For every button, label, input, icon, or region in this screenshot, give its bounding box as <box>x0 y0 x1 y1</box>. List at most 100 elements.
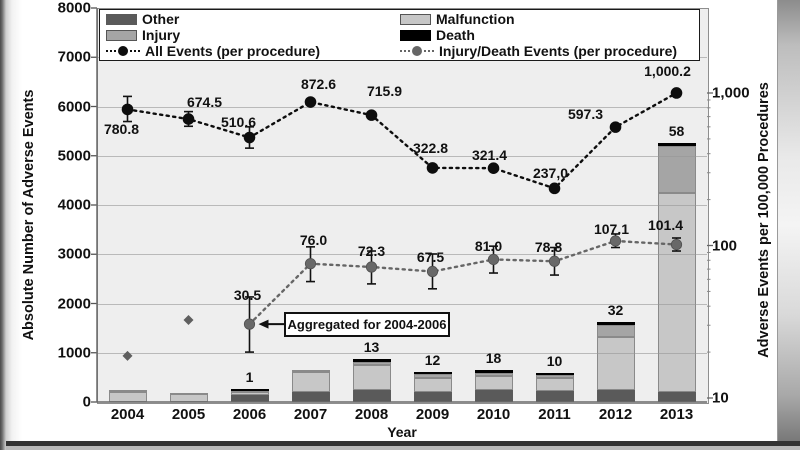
point-label: 715.9 <box>366 83 403 100</box>
bar-segment-malfunction <box>413 378 452 392</box>
page-edge-bottom <box>6 441 800 446</box>
bar-segment-other <box>352 389 391 402</box>
point-label: 67.5 <box>416 248 445 265</box>
other-swatch <box>106 13 137 25</box>
x-axis-tick-label: 2005 <box>171 406 206 423</box>
point-label: 76.0 <box>299 231 328 248</box>
death-count-label: 10 <box>546 352 563 369</box>
legend-entry-death: Death <box>400 27 699 43</box>
death-count-label: 1 <box>245 368 254 385</box>
malfunction-swatch <box>400 13 431 25</box>
legend-entry-injury: Injury <box>106 27 400 43</box>
injury-swatch <box>106 29 137 41</box>
death-count-label: 12 <box>424 351 441 368</box>
bar-segment-malfunction <box>474 375 513 390</box>
left-axis-tick-label: 8000 <box>57 0 91 17</box>
legend-label-malfunction: Malfunction <box>436 11 515 27</box>
left-axis-tick-label: 6000 <box>57 98 91 115</box>
x-axis-tick-label: 2013 <box>659 406 694 423</box>
bar-segment-death <box>596 322 635 325</box>
bar-segment-death <box>413 371 452 375</box>
point-label: 72.3 <box>357 242 386 259</box>
point-label: 78.8 <box>534 239 563 256</box>
left-axis-tick-label: 4000 <box>57 196 91 214</box>
bar-segment-malfunction <box>596 336 635 390</box>
x-axis-tick-label: 2011 <box>538 406 571 423</box>
grid-line <box>98 254 707 256</box>
legend-entry-other: Other <box>106 11 400 27</box>
point-label: 101.4 <box>647 216 684 233</box>
bar-segment-other <box>474 389 513 402</box>
bar-segment-injury <box>657 145 696 193</box>
point-label: 780.8 <box>103 121 140 138</box>
right-axis-tick-label: 100 <box>712 237 738 254</box>
page-edge-right <box>777 0 800 450</box>
left-axis-tick-label: 5000 <box>57 147 91 165</box>
point-label: 674.5 <box>186 94 223 111</box>
death-count-label: 32 <box>607 302 624 319</box>
bar-segment-injury <box>108 389 147 392</box>
point-label: 1,000.2 <box>644 62 691 79</box>
grid-line <box>98 352 707 354</box>
bar-segment-injury <box>596 324 635 337</box>
all-events-line-icon <box>106 46 140 56</box>
bar-segment-malfunction <box>291 371 330 392</box>
legend-entry-all-events-line: All Events (per procedure) <box>106 43 400 59</box>
left-axis-title: Absolute Number of Adverse Events <box>21 89 37 341</box>
legend-entry-malfunction: Malfunction <box>400 11 699 27</box>
death-count-label: 13 <box>363 339 380 356</box>
point-label: 322.8 <box>412 139 449 156</box>
right-axis-title: Adverse Events per 100,000 Procedures <box>756 82 772 358</box>
death-swatch <box>400 29 431 41</box>
bar-segment-malfunction <box>352 364 391 390</box>
grid-line <box>98 155 707 157</box>
legend: Other Malfunction Injury Death All Event… <box>99 9 700 61</box>
left-axis-tick-label: 7000 <box>57 48 91 66</box>
x-axis-tick-label: 2006 <box>232 406 267 423</box>
legend-entry-injury-death-line: Injury/Death Events (per procedure) <box>400 43 699 59</box>
bar-segment-other <box>413 392 452 402</box>
bar-segment-injury <box>291 369 330 372</box>
legend-label-other: Other <box>142 11 180 27</box>
legend-label-all-events: All Events (per procedure) <box>145 43 321 59</box>
point-label: 872.6 <box>300 76 337 93</box>
legend-label-injury: Injury <box>142 27 181 43</box>
left-axis-tick-label: 0 <box>82 393 91 411</box>
bar-segment-other <box>535 391 574 402</box>
bar-segment-injury <box>535 375 574 378</box>
point-label: 510.6 <box>220 113 257 130</box>
bar-segment-injury <box>352 361 391 365</box>
x-axis-tick-label: 2008 <box>354 406 389 423</box>
point-label: 321.4 <box>471 147 508 164</box>
bar-segment-malfunction <box>108 391 147 402</box>
legend-label-injury-death: Injury/Death Events (per procedure) <box>439 43 678 59</box>
grid-line <box>98 205 707 206</box>
x-axis-tick-label: 2004 <box>110 406 145 423</box>
point-label: 107.1 <box>593 220 630 237</box>
bar-segment-malfunction <box>169 394 208 402</box>
bar-segment-injury <box>413 374 452 379</box>
death-count-label: 58 <box>668 123 685 140</box>
left-axis-tick-label: 1000 <box>57 344 91 362</box>
annotation-box: Aggregated for 2004-2006 <box>284 312 450 337</box>
page-edge-left <box>0 0 22 450</box>
left-axis-tick-label: 2000 <box>57 295 91 312</box>
bar-segment-injury <box>169 392 208 395</box>
page-edge-bottom-shadow <box>6 446 800 450</box>
left-axis-tick-label: 3000 <box>57 245 91 263</box>
bar-segment-other <box>291 392 330 402</box>
bar-segment-death <box>474 370 513 373</box>
injury-death-line-icon <box>400 46 434 56</box>
right-axis-tick-label: 10 <box>712 389 729 407</box>
bar-segment-death <box>230 388 269 392</box>
x-axis-tick-label: 2009 <box>415 406 450 423</box>
point-label: 237,0 <box>532 165 569 182</box>
x-axis-tick-label: 2012 <box>598 406 633 423</box>
bar-segment-death <box>352 359 391 362</box>
bar-segment-other <box>657 392 696 402</box>
bar-segment-other <box>596 389 635 402</box>
bar-segment-malfunction <box>535 377 574 392</box>
bar-segment-injury <box>474 372 513 376</box>
death-count-label: 18 <box>485 350 502 367</box>
